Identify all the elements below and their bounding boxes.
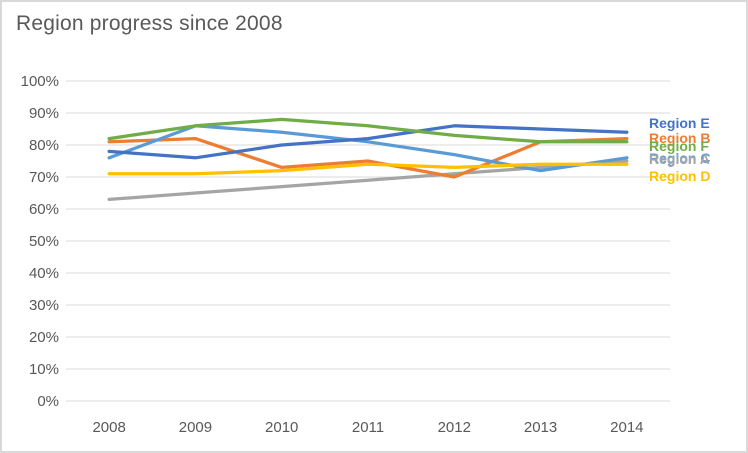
y-tick-label: 70%: [29, 169, 59, 186]
x-tick-label: 2008: [92, 419, 125, 436]
y-tick-label: 40%: [29, 265, 59, 282]
y-tick-label: 100%: [21, 73, 59, 90]
x-tick-label: 2010: [265, 419, 298, 436]
series-line-region-a: [107, 159, 629, 202]
series-end-label-region-c: Region C: [649, 150, 710, 166]
series-end-label-region-a: Region A: [649, 151, 710, 167]
series-end-label-region-e: Region E: [649, 115, 710, 131]
series-end-label-region-b: Region B: [649, 130, 710, 146]
y-tick-label: 80%: [29, 137, 59, 154]
x-tick-label: 2009: [179, 419, 212, 436]
y-tick-label: 30%: [29, 297, 59, 314]
y-tick-label: 0%: [37, 393, 59, 410]
y-tick-label: 60%: [29, 201, 59, 218]
chart-title: Region progress since 2008: [16, 12, 283, 35]
series-end-label-region-d: Region D: [649, 168, 710, 184]
y-tick-label: 10%: [29, 361, 59, 378]
series-line-region-e: [107, 124, 629, 160]
x-tick-label: 2013: [524, 419, 557, 436]
x-tick-label: 2012: [438, 419, 471, 436]
y-tick-label: 20%: [29, 329, 59, 346]
y-tick-label: 50%: [29, 233, 59, 250]
series-end-label-region-f: Region F: [649, 138, 709, 154]
series-line-region-f: [107, 117, 629, 144]
series-line-region-d: [107, 162, 629, 176]
x-tick-label: 2014: [610, 419, 643, 436]
y-tick-label: 90%: [29, 105, 59, 122]
x-tick-label: 2011: [352, 419, 384, 436]
